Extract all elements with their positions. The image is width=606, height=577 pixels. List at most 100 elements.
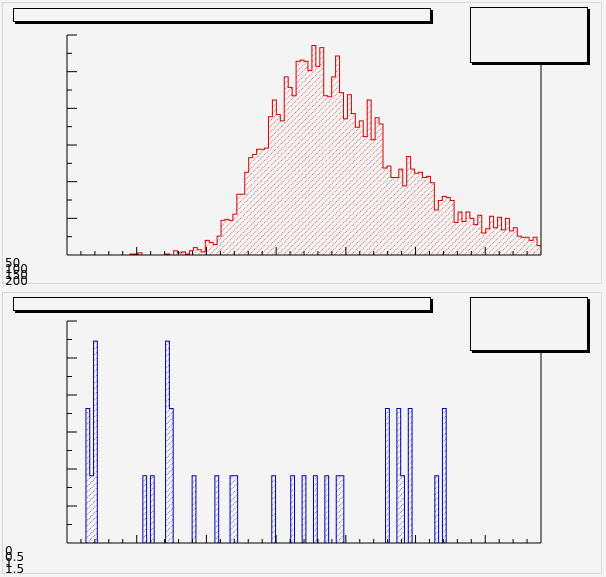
pad-title-box: [13, 297, 431, 311]
histogram-bar: [292, 95, 297, 255]
histogram-bar: [323, 95, 328, 255]
histogram-bar: [169, 408, 174, 543]
histogram-bar: [521, 237, 526, 255]
histogram-bar: [214, 475, 219, 543]
histogram-bar: [396, 408, 401, 543]
histogram-bar: [185, 253, 190, 255]
bottom-histogram-plot: [66, 320, 542, 544]
stats-box: [470, 297, 588, 351]
histogram-bar: [311, 45, 316, 255]
histogram-bar: [225, 219, 229, 255]
bottom-histogram-pad[interactable]: 0 0.5 1 1.5: [2, 292, 602, 575]
histogram-bar: [272, 99, 277, 255]
histogram-bars: [130, 45, 541, 256]
histogram-bar: [205, 240, 210, 255]
histogram-bar: [209, 242, 214, 255]
histogram-bar: [434, 209, 439, 255]
histogram-bar: [290, 475, 295, 543]
axis-label: 1: [5, 556, 13, 570]
histogram-bar: [533, 237, 538, 255]
histogram-bar: [264, 148, 269, 255]
histogram-bar: [477, 215, 482, 255]
histogram-bar: [307, 70, 312, 255]
histogram-bar: [319, 47, 324, 256]
histogram-bar: [450, 200, 455, 255]
histogram-bar: [331, 76, 336, 256]
histogram-bar: [386, 165, 391, 255]
axis-label: 0: [5, 544, 13, 558]
histogram-bar: [280, 120, 285, 256]
histogram-bar: [177, 252, 182, 255]
histogram-bar: [336, 475, 341, 543]
histogram-bar: [201, 251, 206, 255]
histogram-bar: [85, 408, 90, 543]
histogram-bar: [93, 341, 98, 543]
histogram-bar: [446, 197, 451, 255]
histogram-bar: [335, 55, 340, 256]
histogram-outline: [67, 44, 542, 256]
histogram-bar: [505, 218, 510, 255]
histogram-bar: [134, 253, 139, 255]
histogram-bar: [442, 408, 447, 543]
histogram-bar: [458, 212, 462, 255]
histogram-bar: [244, 172, 249, 255]
histogram-bar: [414, 173, 419, 255]
histogram-bar: [233, 475, 238, 543]
histogram-bar: [462, 221, 466, 255]
histogram-bar: [394, 177, 399, 255]
histogram-bar: [355, 127, 360, 255]
histogram-bar: [383, 168, 387, 255]
histogram-bar: [422, 177, 427, 255]
histogram-bar: [138, 252, 143, 255]
histogram-bar: [371, 139, 376, 255]
histogram-bar: [189, 250, 194, 255]
histogram-bar: [248, 157, 253, 255]
histogram-bar: [340, 475, 344, 543]
histogram-bar: [363, 136, 368, 255]
axis-labels: 50 100 150 200: [5, 257, 28, 288]
histogram-bar: [379, 124, 383, 255]
histogram-bar: [481, 233, 486, 255]
histogram-bar: [343, 118, 348, 255]
histogram-bar: [351, 113, 356, 255]
histogram-bar: [324, 475, 329, 543]
histogram-bar: [276, 114, 281, 255]
histogram-bar: [469, 218, 474, 255]
histogram-bar: [426, 176, 431, 255]
histogram-bar: [525, 237, 530, 255]
histogram-bar: [268, 116, 273, 255]
histogram-bar: [313, 475, 318, 543]
histogram-bar: [315, 66, 320, 255]
histogram-bar: [150, 475, 155, 543]
histogram-bar: [485, 228, 490, 255]
histogram-bar: [493, 227, 498, 255]
histogram-bar: [529, 240, 534, 255]
histogram-bar: [271, 475, 276, 543]
histogram-bar: [236, 194, 241, 255]
histogram-bar: [197, 249, 202, 255]
histogram-bar: [402, 185, 407, 255]
histogram-bar: [213, 244, 218, 255]
histogram-bar: [89, 475, 94, 543]
top-histogram-pad[interactable]: 50 100 150 200: [2, 2, 602, 288]
histogram-bar: [165, 341, 170, 543]
histogram-bar: [375, 117, 380, 255]
histogram-bar: [347, 94, 352, 255]
histogram-bar: [142, 475, 147, 543]
histogram-bar: [442, 196, 447, 255]
axis-label: 200: [5, 274, 28, 288]
histogram-bar: [509, 230, 514, 255]
histogram-bar: [359, 120, 364, 256]
histogram-bar: [454, 222, 459, 255]
histogram-bar: [252, 154, 257, 255]
histogram-bar: [398, 169, 403, 255]
histogram-bar: [501, 229, 506, 255]
histogram-bar: [410, 169, 415, 255]
pad-title-box: [13, 8, 431, 22]
histogram-axes: [66, 34, 542, 256]
histogram-bar: [390, 177, 395, 255]
histogram-bar: [221, 220, 225, 255]
histogram-bar: [260, 149, 265, 255]
histogram-bar: [304, 61, 308, 255]
